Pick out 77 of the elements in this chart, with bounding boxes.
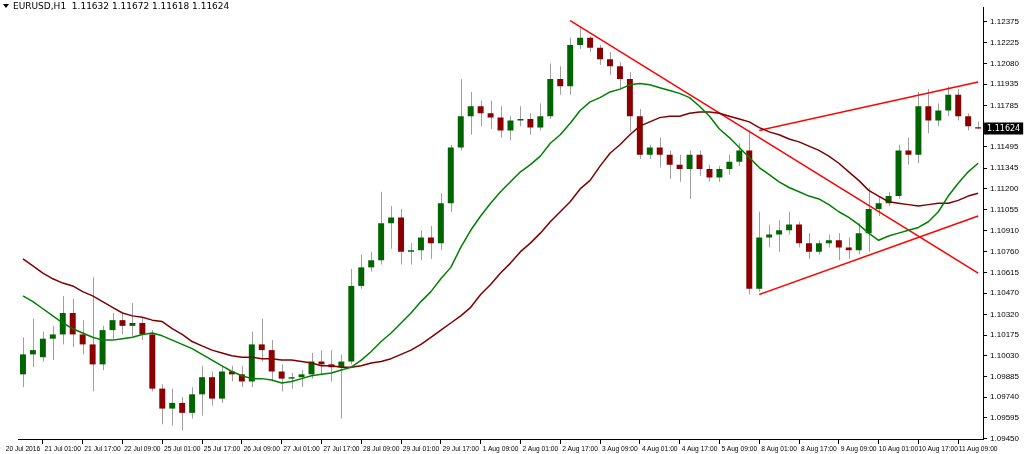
candlestick [139, 316, 146, 341]
y-tick-label: 1.09595 [990, 413, 1020, 423]
candlestick [467, 91, 474, 136]
y-tick-label: 1.09450 [990, 433, 1020, 443]
candlestick [169, 388, 176, 427]
candlestick [49, 325, 56, 361]
y-tick-label: 1.12080 [990, 58, 1020, 68]
candlestick [686, 149, 693, 200]
candlestick [59, 295, 66, 345]
candlestick [676, 154, 683, 183]
candlestick [776, 219, 783, 253]
y-tick-label: 1.11785 [990, 100, 1019, 110]
candlestick [855, 222, 862, 256]
candlestick [845, 236, 852, 260]
y-tick-label: 1.10760 [990, 246, 1020, 256]
candlestick [258, 318, 265, 363]
candlestick [109, 312, 116, 341]
candlestick [597, 44, 604, 66]
candlestick [616, 61, 623, 90]
candlestick [875, 195, 882, 217]
candlestick [19, 336, 26, 388]
candlestick [159, 383, 166, 425]
y-tick-label: 1.09740 [990, 392, 1020, 402]
candlestick [358, 254, 365, 290]
y-tick-label: 1.10030 [990, 351, 1020, 361]
y-tick-label: 1.11935 [990, 79, 1019, 89]
y-tick-label: 1.10910 [990, 225, 1020, 235]
candlestick [696, 149, 703, 177]
candlestick [905, 137, 912, 166]
candlestick [39, 331, 46, 363]
y-tick-label: 1.09885 [990, 371, 1020, 381]
y-tick-label: 1.10175 [990, 330, 1020, 340]
candlestick [796, 221, 803, 248]
chart-title: EURUSD,H1 1.11632 1.11672 1.11618 1.11624 [13, 1, 230, 11]
candlestick [925, 88, 932, 134]
candlestick [607, 51, 613, 76]
annotation: 1.11624 [987, 123, 1021, 133]
candlestick [199, 365, 206, 417]
candlestick [666, 149, 673, 180]
candlestick [726, 154, 733, 176]
candlestick [69, 298, 76, 348]
y-tick-label: 1.10320 [990, 309, 1020, 319]
candlestick [527, 112, 534, 136]
candlestick [497, 105, 504, 139]
candlestick [955, 88, 962, 121]
y-tick-label: 1.11345 [990, 163, 1019, 173]
candlestick [388, 205, 395, 250]
candlestick [557, 65, 564, 96]
candlestick [278, 363, 285, 392]
candlestick [537, 102, 544, 131]
y-tick-label: 1.11495 [990, 142, 1019, 152]
y-tick-label: 1.12375 [990, 16, 1020, 26]
candlestick [179, 396, 186, 431]
candlestick [368, 251, 375, 273]
candlestick [656, 137, 663, 169]
candlestick [835, 232, 842, 261]
candlestick [945, 85, 952, 117]
y-tick-label: 1.11055 [990, 204, 1019, 214]
y-tick-label: 1.12225 [990, 37, 1020, 47]
y-tick-label: 1.10615 [990, 267, 1020, 277]
candlestick [487, 100, 494, 130]
candlestick [577, 27, 584, 50]
candlestick [79, 319, 86, 355]
y-tick-label: 1.11200 [990, 184, 1019, 194]
candlestick [209, 371, 215, 407]
candlestick [736, 142, 743, 167]
candlestick [417, 229, 424, 261]
candlestick [408, 242, 414, 266]
candlestick [935, 102, 942, 127]
y-tick-label: 1.10470 [990, 288, 1020, 298]
candlestick [29, 318, 36, 368]
candlestick [129, 302, 136, 337]
candlestick [427, 225, 434, 260]
candlestick [805, 232, 812, 260]
candlestick [119, 312, 126, 335]
candlestick [477, 100, 484, 127]
candlestick [189, 386, 196, 420]
